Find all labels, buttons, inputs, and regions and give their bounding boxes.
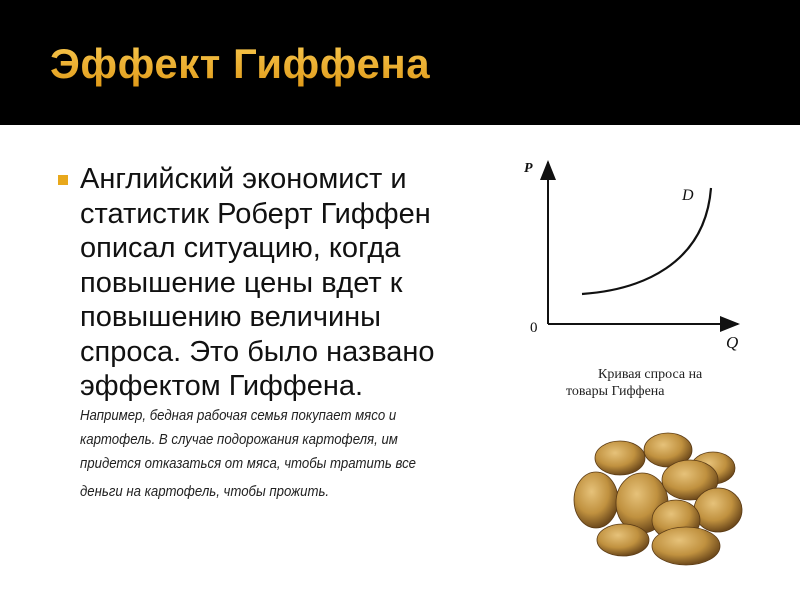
text-line: статистик Роберт Гиффен [80,197,431,230]
giffen-demand-graph: P Q 0 D [500,140,760,410]
example-note: Например, бедная рабочая семья покупает … [80,404,458,504]
text-line: эффектом Гиффена. [80,370,364,402]
text-line: повышение цены вдет к [80,266,403,299]
bullet-marker [58,175,68,185]
caption-line: Кривая спроса на [598,367,703,382]
bullet-text: Английский экономист и статистик Роберт … [80,162,500,404]
text-line: повышению величины [80,301,382,333]
note-line: Например, бедная рабочая семья покупает … [80,407,397,424]
x-axis-label: Q [726,333,738,352]
text-line: описал ситуацию, когда [80,232,401,264]
text-line: Английский экономист и [80,163,407,195]
note-line: картофель. В случае подорожания картофел… [80,431,398,448]
note-line: придется отказаться от мяса, чтобы трати… [80,455,417,472]
curve-label: D [681,187,694,204]
slide-header: Эффект Гиффена [0,0,800,125]
potatoes-image [568,428,748,573]
note-line: деньги на картофель, чтобы прожить. [80,483,330,500]
graph-caption: Кривая спроса на товары Гиффена [566,366,703,400]
origin-label: 0 [530,320,538,336]
text-line: спроса. Это было названо [80,335,435,368]
demand-curve [581,187,713,296]
caption-line: товары Гиффена [566,384,665,399]
y-axis-label: P [524,161,533,176]
slide-title: Эффект Гиффена [50,40,431,87]
